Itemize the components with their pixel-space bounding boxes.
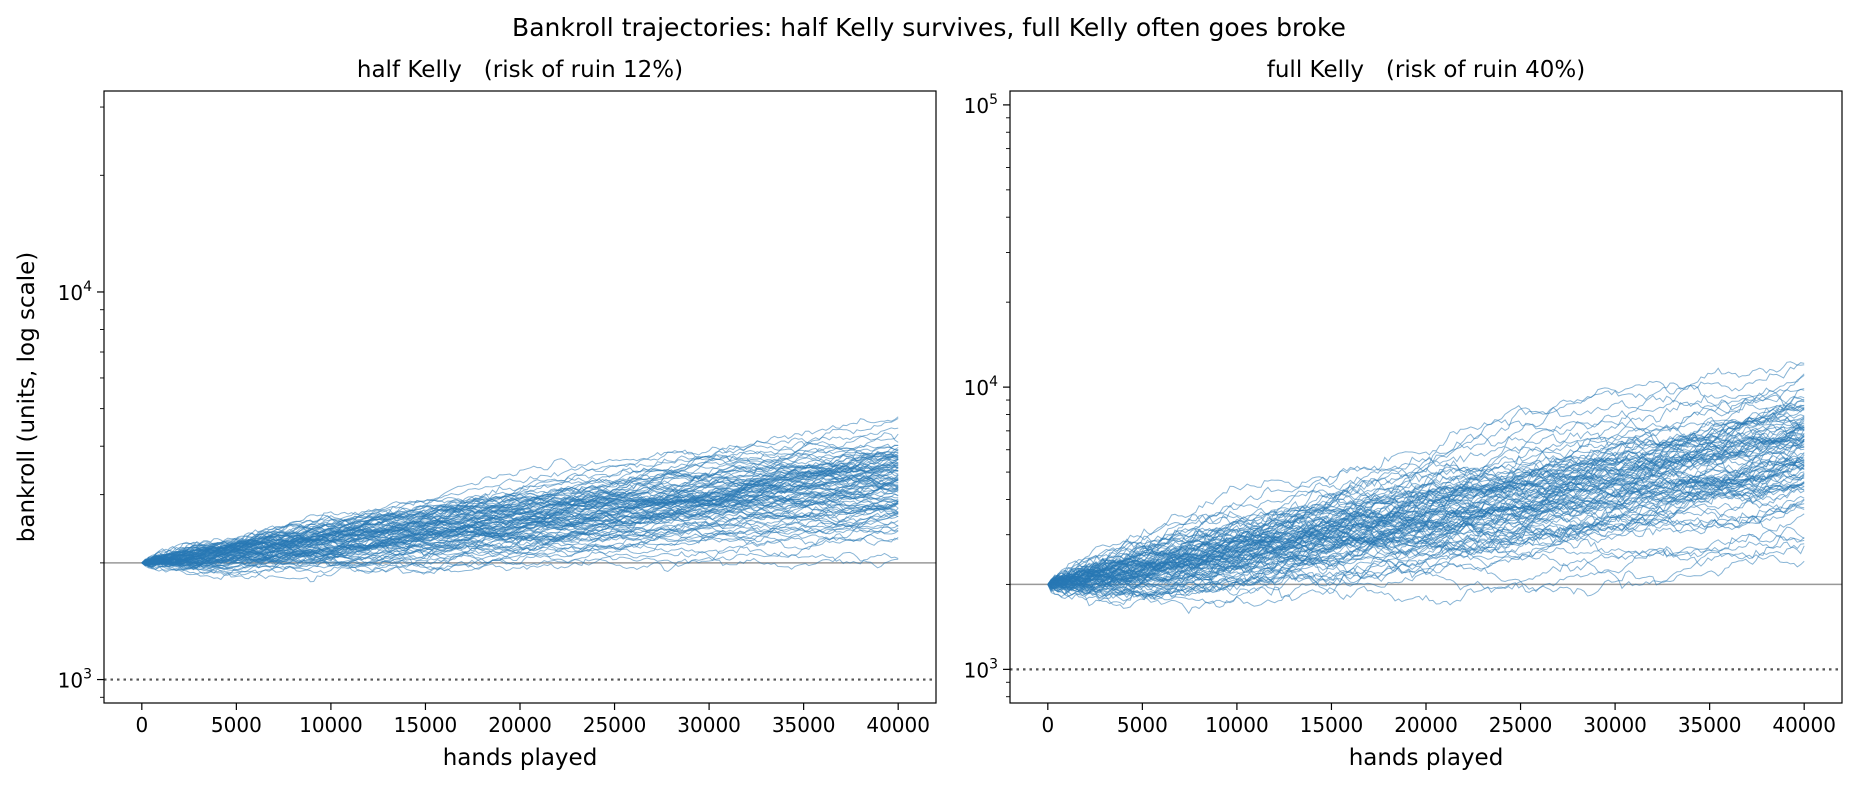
surviving-trajectory — [1047, 472, 1805, 586]
surviving-trajectory — [141, 550, 899, 570]
surviving-trajectory — [1047, 407, 1805, 595]
surviving-trajectory — [1047, 416, 1805, 591]
x-axis-label-half-kelly: hands played — [443, 745, 598, 771]
surviving-trajectory — [1047, 471, 1805, 615]
surviving-trajectory — [141, 451, 899, 565]
surviving-trajectory — [141, 468, 899, 564]
x-tick-label: 10000 — [1205, 713, 1269, 737]
surviving-trajectory — [1047, 361, 1805, 592]
plot-area-full-kelly: 0 5000 10000 15000 20000 25000 30000 35000 40000… — [964, 92, 1842, 737]
surviving-trajectory — [1047, 498, 1805, 599]
surviving-trajectory — [1047, 503, 1805, 606]
surviving-trajectory — [1047, 435, 1805, 586]
surviving-trajectory — [141, 461, 899, 564]
surviving-trajectory — [1047, 411, 1805, 587]
x-tick-label: 25000 — [583, 713, 647, 737]
surviving-trajectory — [1047, 533, 1805, 609]
x-tick-label: 0 — [135, 713, 148, 737]
x-tick-label: 15000 — [394, 713, 458, 737]
surviving-trajectory — [141, 464, 899, 564]
surviving-trajectory — [141, 454, 899, 567]
x-tick-label: 40000 — [1772, 713, 1836, 737]
x-tick-label: 10000 — [299, 713, 363, 737]
x-tick-label: 0 — [1041, 713, 1054, 737]
trajectories-group — [1010, 361, 1842, 615]
surviving-trajectory — [1047, 541, 1805, 597]
x-tick-label: 25000 — [1489, 713, 1553, 737]
surviving-trajectory — [141, 440, 899, 566]
surviving-trajectory — [1047, 374, 1805, 585]
surviving-trajectory — [1047, 540, 1805, 598]
x-tick-label: 5000 — [1117, 713, 1168, 737]
surviving-trajectory — [141, 521, 899, 580]
surviving-trajectory — [1047, 459, 1805, 585]
y-axis-label-half-kelly: bankroll (units, log scale) — [14, 252, 40, 542]
surviving-trajectory — [1047, 404, 1805, 585]
y-tick-label: 103 — [58, 667, 92, 693]
figure-suptitle: Bankroll trajectories: half Kelly surviv… — [512, 13, 1346, 42]
surviving-trajectory — [141, 452, 899, 564]
surviving-trajectory — [141, 474, 899, 566]
y-tick-label: 104 — [58, 279, 92, 305]
panel-title-full-kelly: full Kelly (risk of ruin 40%) — [1267, 57, 1586, 83]
surviving-trajectory — [141, 470, 899, 568]
trajectories-group — [104, 416, 936, 583]
x-axis-label-full-kelly: hands played — [1349, 745, 1504, 771]
surviving-trajectory — [141, 452, 899, 564]
surviving-trajectory — [141, 470, 899, 564]
panel-full-kelly: full Kelly (risk of ruin 40%) hands play… — [964, 57, 1843, 771]
x-tick-label: 5000 — [211, 713, 262, 737]
x-tick-label: 15000 — [1300, 713, 1364, 737]
surviving-trajectory — [1047, 456, 1805, 585]
surviving-trajectory — [1047, 409, 1805, 589]
x-tick-label: 30000 — [1583, 713, 1647, 737]
y-tick-label: 104 — [964, 374, 998, 400]
surviving-trajectory — [141, 474, 899, 567]
surviving-trajectory — [141, 492, 899, 565]
x-tick-label: 20000 — [488, 713, 552, 737]
x-tick-label: 40000 — [866, 713, 930, 737]
panel-title-half-kelly: half Kelly (risk of ruin 12%) — [357, 57, 683, 83]
panel-half-kelly: half Kelly (risk of ruin 12%) hands play… — [14, 57, 937, 771]
x-tick-label: 30000 — [677, 713, 741, 737]
surviving-trajectory — [141, 416, 899, 566]
surviving-trajectory — [141, 508, 899, 564]
surviving-trajectory — [141, 427, 899, 567]
surviving-trajectory — [141, 482, 899, 568]
x-tick-label: 35000 — [1678, 713, 1742, 737]
surviving-trajectory — [1047, 468, 1805, 587]
y-tick-label: 103 — [964, 656, 998, 682]
surviving-trajectory — [1047, 409, 1805, 585]
surviving-trajectory — [1047, 478, 1805, 599]
axes-frame-full-kelly — [1009, 90, 1843, 704]
surviving-trajectory — [141, 471, 899, 568]
surviving-trajectory — [1047, 438, 1805, 588]
y-tick-label: 105 — [964, 92, 998, 118]
plot-area-half-kelly: 0 5000 10000 15000 20000 25000 30000 35000 40000… — [58, 106, 936, 737]
surviving-trajectory — [1047, 460, 1805, 585]
x-tick-label: 35000 — [772, 713, 836, 737]
x-tick-label: 20000 — [1394, 713, 1458, 737]
axes-frame-half-kelly — [103, 90, 937, 704]
surviving-trajectory — [141, 463, 899, 566]
surviving-trajectory — [1047, 464, 1805, 585]
surviving-trajectory — [1047, 452, 1805, 590]
surviving-trajectory — [1047, 423, 1805, 589]
surviving-trajectory — [141, 525, 899, 575]
surviving-trajectory — [1047, 473, 1805, 588]
surviving-trajectory — [1047, 398, 1805, 585]
